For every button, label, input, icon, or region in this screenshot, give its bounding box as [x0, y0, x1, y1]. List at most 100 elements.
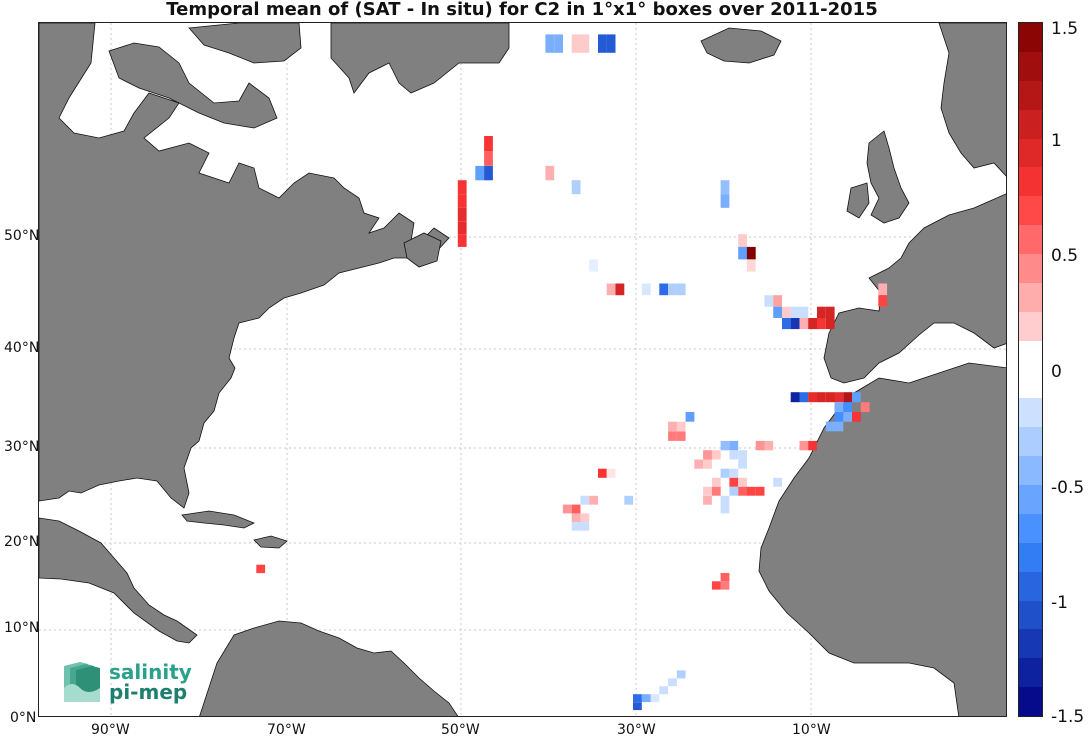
data-box [729, 450, 739, 460]
salinity-pimep-logo: salinity pi-mep [60, 656, 210, 706]
data-box [782, 318, 791, 330]
data-box [633, 702, 642, 711]
data-box [878, 283, 888, 296]
data-box [738, 246, 747, 260]
data-box [764, 440, 774, 451]
data-box [843, 392, 853, 403]
data-box [790, 306, 800, 318]
data-box [571, 513, 581, 523]
data-boxes [256, 34, 888, 711]
data-box [746, 486, 756, 496]
data-box [580, 513, 590, 523]
data-box [746, 246, 756, 260]
data-box [676, 670, 686, 679]
data-box [790, 318, 800, 330]
data-box [475, 165, 485, 181]
data-box [703, 459, 712, 469]
colorbar-step [1019, 225, 1042, 254]
data-box [729, 468, 739, 478]
caribbean-island [181, 510, 255, 529]
data-box [703, 486, 712, 496]
lat-tick-label: 40°N [4, 340, 40, 356]
data-box [562, 504, 572, 514]
colorbar-step [1019, 542, 1042, 572]
data-box [817, 392, 826, 403]
data-box [808, 440, 817, 451]
lon-tick-label: 70°W [267, 722, 306, 738]
data-box [659, 686, 669, 695]
data-box [457, 180, 467, 195]
data-box [799, 318, 809, 330]
iceland [700, 27, 782, 64]
data-box [633, 694, 642, 703]
colorbar-step [1019, 485, 1042, 514]
data-box [580, 34, 590, 53]
arctic-island [188, 23, 302, 64]
data-box [457, 194, 467, 208]
greenland-landmass [330, 23, 510, 94]
caribbean-island [253, 535, 288, 549]
data-box [685, 412, 695, 422]
data-box [729, 486, 739, 496]
data-box [808, 392, 817, 403]
data-box [641, 694, 651, 703]
colorbar-step [1019, 571, 1042, 601]
data-box [598, 34, 607, 53]
data-box [571, 180, 581, 195]
data-box [650, 694, 660, 703]
lat-tick-label: 30°N [4, 439, 40, 455]
data-box [799, 392, 809, 403]
colorbar-step [1019, 138, 1042, 168]
colorbar-step [1019, 687, 1042, 716]
central-america-landmass [39, 517, 198, 644]
data-box [457, 207, 467, 222]
map-title: Temporal mean of (SAT - In situ) for C2 … [166, 0, 878, 20]
colorbar-tick-label: 0.5 [1051, 246, 1079, 266]
colorbar-tick-label: 1 [1051, 131, 1062, 151]
lon-tick-label: 90°W [91, 722, 130, 738]
colorbar-tick-label: 1.5 [1051, 19, 1079, 39]
data-box [720, 495, 730, 505]
data-box [852, 412, 861, 422]
data-box [738, 477, 747, 487]
data-box [615, 283, 625, 296]
data-box [720, 581, 730, 590]
data-box [580, 495, 590, 505]
data-box [624, 495, 634, 505]
lat-tick-label: 20°N [4, 534, 40, 550]
data-box [773, 306, 782, 318]
colorbar-step [1019, 427, 1042, 457]
data-box [843, 412, 853, 422]
data-box [668, 283, 677, 296]
data-box [668, 421, 677, 432]
data-box [703, 450, 712, 460]
lon-tick-label: 50°W [441, 722, 480, 738]
data-box [720, 573, 730, 582]
colorbar-step [1019, 456, 1042, 485]
data-box [256, 564, 266, 574]
data-box [711, 486, 721, 496]
data-box [545, 34, 555, 53]
data-box [729, 477, 739, 487]
britain [866, 130, 910, 224]
ireland [846, 182, 870, 219]
lon-tick-label: 30°W [617, 722, 656, 738]
north-america-landmass [39, 23, 450, 509]
map-panel [38, 22, 1007, 717]
data-box [554, 34, 563, 53]
europe-landmass [823, 193, 1006, 384]
data-box [598, 468, 607, 478]
data-box [484, 151, 493, 166]
colorbar-step [1019, 254, 1042, 283]
data-box [852, 392, 861, 403]
data-box [606, 283, 616, 296]
colorbar-step [1019, 658, 1042, 688]
colorbar-step [1019, 51, 1042, 81]
data-box [571, 34, 581, 53]
data-box [720, 180, 730, 195]
data-box [711, 450, 721, 460]
data-box [834, 412, 844, 422]
data-box [808, 318, 817, 330]
colorbar-step [1019, 311, 1042, 341]
data-box [755, 486, 765, 496]
